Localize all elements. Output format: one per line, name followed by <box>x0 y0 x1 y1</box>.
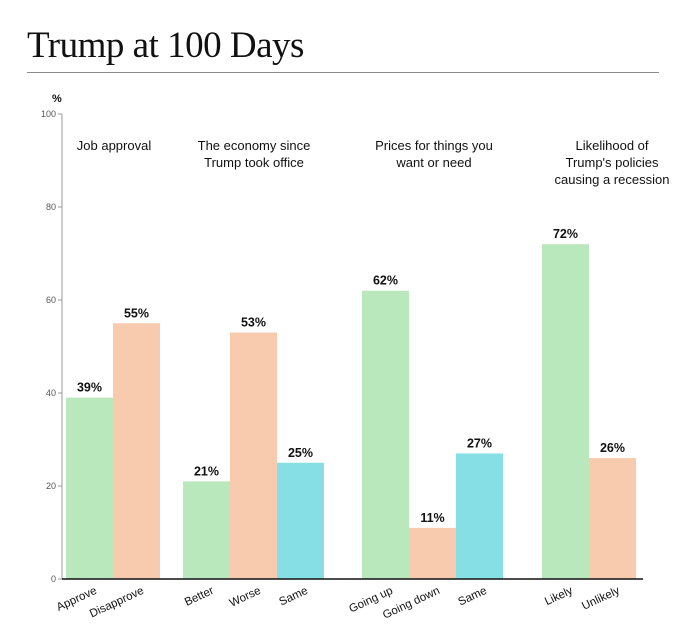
bar-value-label: 62% <box>373 274 398 288</box>
group-title: Trump took office <box>204 155 304 170</box>
bar-value-label: 26% <box>600 441 625 455</box>
bar-value-label: 53% <box>241 316 266 330</box>
category-label: Same <box>277 585 309 609</box>
bar-value-label: 55% <box>124 306 149 320</box>
bar <box>542 244 589 579</box>
bar <box>183 481 230 579</box>
bar <box>230 332 277 579</box>
title-divider <box>27 72 659 73</box>
category-label: Disapprove <box>88 585 146 620</box>
bar-value-label: 21% <box>194 464 219 478</box>
category-label: Likely <box>543 585 575 608</box>
bar <box>362 290 409 579</box>
bar-value-label: 11% <box>420 511 444 525</box>
bar <box>277 462 324 579</box>
bar <box>409 527 456 579</box>
y-axis-unit-label: % <box>52 93 62 105</box>
y-tick-label: 0 <box>51 574 56 584</box>
category-label: Same <box>456 585 488 609</box>
bar <box>113 323 160 579</box>
group-title: causing a recession <box>555 172 670 187</box>
y-tick-label: 60 <box>46 295 56 305</box>
bar <box>66 397 113 579</box>
y-tick-label: 40 <box>46 388 56 398</box>
group-title: The economy since <box>198 138 311 153</box>
bar <box>589 458 636 579</box>
category-label: Better <box>183 585 216 609</box>
bar-value-label: 39% <box>77 381 102 395</box>
group-title: Likelihood of <box>576 138 649 153</box>
group-title: Prices for things you <box>375 138 493 153</box>
group-title: Trump's policies <box>565 155 659 170</box>
category-label: Worse <box>228 585 263 610</box>
chart-title: Trump at 100 Days <box>27 25 304 66</box>
bar-value-label: 25% <box>288 446 313 460</box>
y-tick-label: 20 <box>46 481 56 491</box>
bar <box>456 453 503 579</box>
y-tick-label: 100 <box>41 109 56 119</box>
category-label: Unlikely <box>580 585 622 613</box>
y-tick-label: 80 <box>46 202 56 212</box>
bar-value-label: 72% <box>553 227 578 241</box>
bar-value-label: 27% <box>467 436 492 450</box>
group-title: Job approval <box>77 138 152 153</box>
group-title: want or need <box>395 155 471 170</box>
